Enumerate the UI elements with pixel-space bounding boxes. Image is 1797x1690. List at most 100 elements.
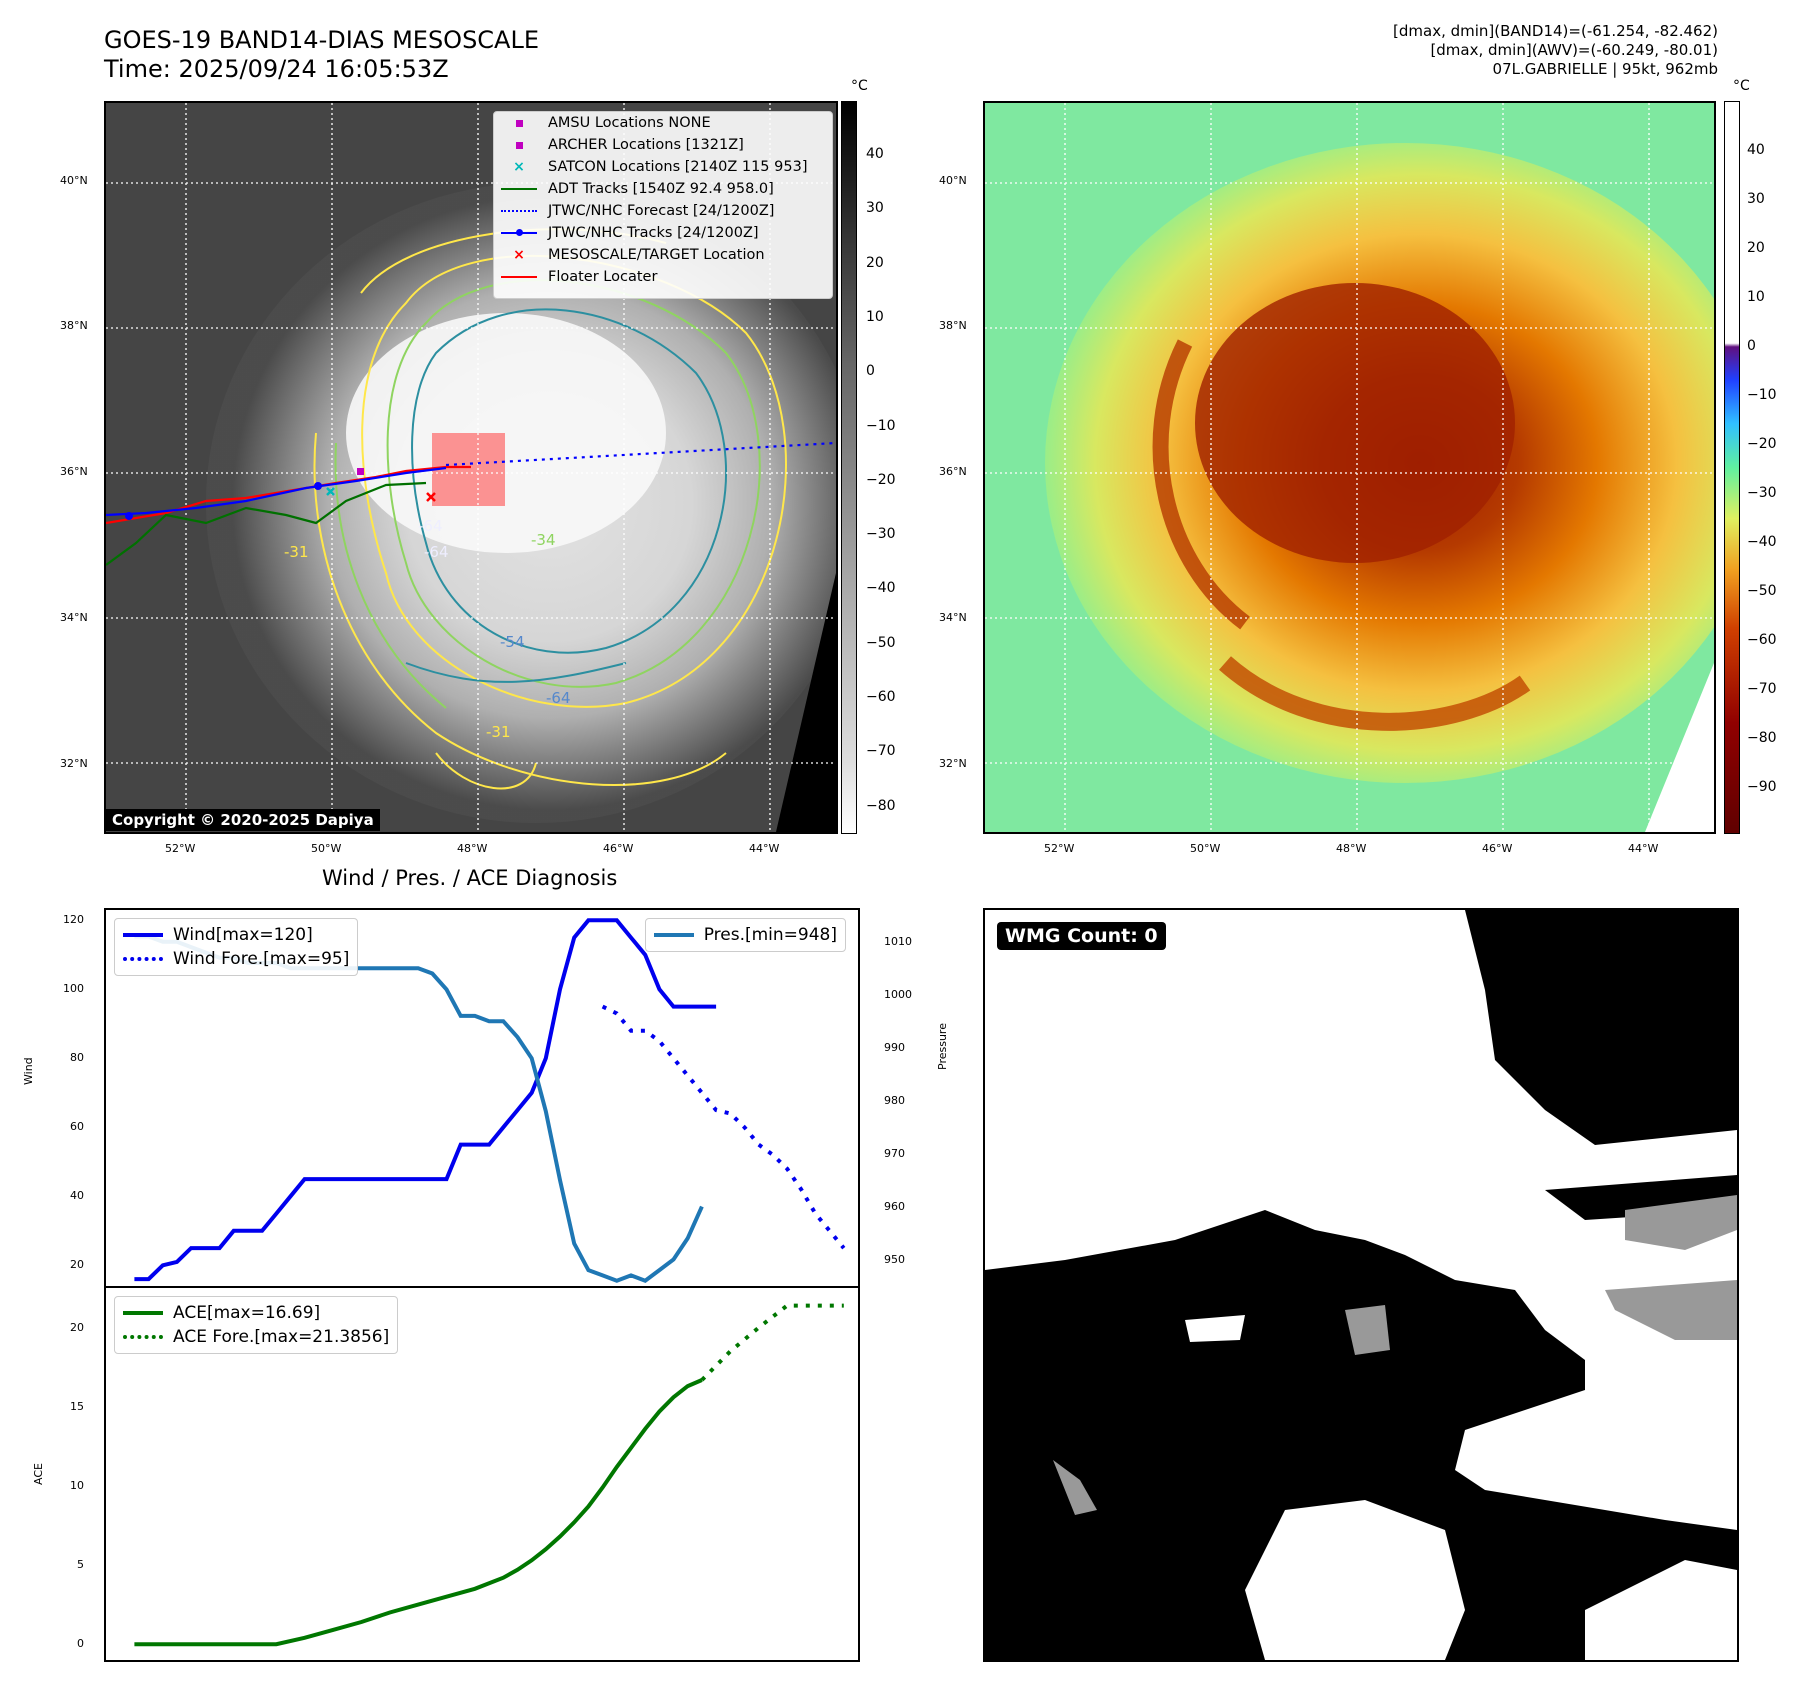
map-legend-symbol bbox=[500, 115, 538, 131]
y-tick-label: 950 bbox=[884, 1252, 905, 1266]
lat-label: 32°N bbox=[939, 757, 967, 770]
series-line bbox=[700, 1303, 844, 1382]
map-legend-symbol: × bbox=[513, 247, 525, 263]
y-tick-label: 1010 bbox=[884, 934, 912, 948]
colorbar-tick: −30 bbox=[866, 526, 896, 543]
map-legend-item: × MESOSCALE/TARGET Location bbox=[494, 244, 832, 266]
diagnosis-title: Wind / Pres. / ACE Diagnosis bbox=[322, 866, 618, 890]
lat-label: 40°N bbox=[60, 174, 88, 187]
colorbar-tick: 10 bbox=[1747, 289, 1765, 305]
lon-label: 50°W bbox=[1190, 842, 1221, 855]
wmg-image bbox=[985, 910, 1737, 1660]
y-tick-label: 20 bbox=[70, 1258, 84, 1272]
colorbar-tick: 20 bbox=[866, 254, 884, 271]
colorbar-tick: 40 bbox=[1747, 142, 1765, 158]
series-line bbox=[134, 918, 717, 1282]
title-line-2: Time: 2025/09/24 16:05:53Z bbox=[104, 55, 449, 83]
contour-label: -64 bbox=[418, 517, 443, 535]
lon-label: 52°W bbox=[1044, 842, 1075, 855]
wind-legend: Wind[max=120] Wind Fore.[max=95] bbox=[114, 918, 359, 976]
legend-swatch-wind bbox=[123, 933, 163, 937]
y-tick-label: 970 bbox=[884, 1146, 905, 1160]
map-legend-symbol bbox=[500, 269, 538, 285]
colorbar-tick: −50 bbox=[1747, 583, 1777, 599]
colorbar-tick: 30 bbox=[866, 200, 884, 217]
series-line bbox=[601, 1004, 846, 1250]
legend-label-ace-forecast: ACE Fore.[max=21.3856] bbox=[173, 1327, 390, 1347]
map-legend-item: JTWC/NHC Forecast [24/1200Z] bbox=[494, 200, 832, 222]
ace-plot bbox=[134, 1303, 844, 1647]
y-tick-label: 1000 bbox=[884, 987, 912, 1001]
colorbar-tick: −60 bbox=[866, 689, 896, 705]
legend-swatch-pressure bbox=[653, 933, 694, 937]
map-legend-label: SATCON Locations [2140Z 115 953] bbox=[548, 159, 808, 175]
wv-colorbar bbox=[1724, 101, 1740, 834]
wmg-count-label: WMG Count: 0 bbox=[997, 922, 1166, 950]
contour-label: -31 bbox=[284, 543, 309, 561]
map-legend-symbol bbox=[500, 225, 538, 241]
colorbar-tick: −40 bbox=[866, 580, 896, 597]
lon-label: 52°W bbox=[165, 842, 196, 855]
y-tick-label: 0 bbox=[77, 1637, 84, 1651]
contour-label: -64 bbox=[424, 543, 449, 561]
y-tick-label: 5 bbox=[77, 1558, 84, 1571]
colorbar-tick: 10 bbox=[866, 308, 884, 325]
map-legend-item: × SATCON Locations [2140Z 115 953] bbox=[494, 156, 832, 178]
copyright-label: Copyright © 2020-2025 Dapiya bbox=[106, 809, 380, 831]
colorbar-tick: 20 bbox=[1747, 240, 1765, 256]
colorbar-tick: −50 bbox=[866, 634, 896, 651]
map-legend-item: ARCHER Locations [1321Z] bbox=[494, 134, 832, 156]
map-legend-label: AMSU Locations NONE bbox=[548, 115, 711, 131]
colorbar-tick: −20 bbox=[1747, 436, 1777, 452]
colorbar-tick: 40 bbox=[866, 146, 884, 162]
y-tick-label: 80 bbox=[70, 1051, 84, 1065]
y-tick-label: 980 bbox=[884, 1093, 905, 1107]
contour-label: -64 bbox=[546, 689, 571, 707]
lat-label: 36°N bbox=[939, 465, 967, 478]
wmg-panel: WMG Count: 0 bbox=[983, 908, 1739, 1662]
ace-axis-label: ACE bbox=[32, 1463, 45, 1485]
legend-label-ace: ACE[max=16.69] bbox=[173, 1303, 321, 1323]
colorbar-tick: 0 bbox=[1747, 338, 1756, 354]
legend-label-pressure: Pres.[min=948] bbox=[703, 925, 837, 945]
contour-label: -34 bbox=[531, 531, 556, 549]
lon-label: 46°W bbox=[603, 842, 634, 855]
ir-colorbar-unit: °C bbox=[851, 78, 868, 94]
colorbar-tick: −80 bbox=[1747, 730, 1777, 746]
lon-label: 44°W bbox=[1628, 842, 1659, 855]
info-line-2: [dmax, dmin](AWV)=(-60.249, -80.01) bbox=[1430, 41, 1718, 59]
colorbar-tick: −10 bbox=[866, 417, 896, 434]
colorbar-tick: 0 bbox=[866, 363, 875, 380]
pressure-axis-label: Pressure bbox=[936, 1023, 949, 1070]
wv-colorbar-unit: °C bbox=[1733, 78, 1750, 94]
wv-map bbox=[983, 101, 1716, 834]
colorbar-tick: −70 bbox=[866, 743, 896, 760]
legend-swatch-wind-forecast bbox=[123, 957, 163, 961]
y-tick-label: 60 bbox=[70, 1120, 84, 1134]
y-tick-label: 40 bbox=[70, 1189, 84, 1203]
map-legend-label: Floater Locater bbox=[548, 269, 658, 285]
colorbar-tick: −70 bbox=[1747, 681, 1777, 697]
wind-pressure-chart: Wind[max=120] Wind Fore.[max=95] Pres.[m… bbox=[104, 908, 860, 1288]
map-legend-label: JTWC/NHC Forecast [24/1200Z] bbox=[548, 203, 775, 219]
y-tick-label: 20 bbox=[70, 1320, 84, 1334]
map-legend-item: Floater Locater bbox=[494, 266, 832, 288]
lat-label: 34°N bbox=[939, 611, 967, 624]
colorbar-tick: −60 bbox=[1747, 632, 1777, 648]
legend-swatch-ace-forecast bbox=[123, 1335, 163, 1339]
map-legend-symbol bbox=[500, 203, 538, 219]
map-legend-label: ARCHER Locations [1321Z] bbox=[548, 137, 744, 153]
lat-label: 40°N bbox=[939, 174, 967, 187]
ir-map: -64 -64 -54 -64 -31 -31 -34 AMSU Locatio… bbox=[104, 101, 838, 834]
colorbar-tick: −90 bbox=[1747, 779, 1777, 795]
lon-label: 48°W bbox=[457, 842, 488, 855]
contour-label: -54 bbox=[500, 633, 525, 651]
y-tick-label: 120 bbox=[63, 913, 84, 927]
lon-label: 48°W bbox=[1336, 842, 1367, 855]
ace-chart: ACE[max=16.69] ACE Fore.[max=21.3856] bbox=[104, 1286, 860, 1662]
title-line-1: GOES-19 BAND14-DIAS MESOSCALE bbox=[104, 26, 540, 54]
map-legend-symbol bbox=[500, 137, 538, 153]
map-legend-item: AMSU Locations NONE bbox=[494, 112, 832, 134]
ace-legend: ACE[max=16.69] ACE Fore.[max=21.3856] bbox=[114, 1296, 399, 1354]
y-tick-label: 100 bbox=[63, 982, 84, 996]
